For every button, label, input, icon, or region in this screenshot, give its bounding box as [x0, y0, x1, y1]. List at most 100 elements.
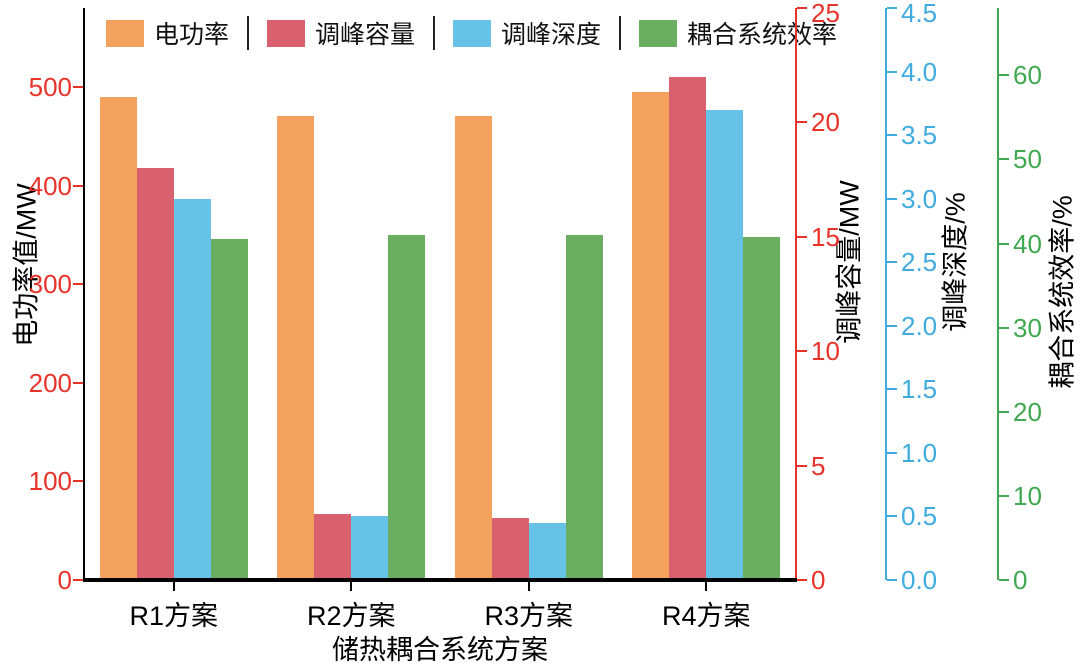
- x-tick-label: R3方案: [484, 601, 573, 631]
- right3-tick-label: 0: [1013, 565, 1028, 595]
- right1-tick-label: 5: [811, 450, 826, 481]
- right1-tick-mark: [797, 464, 807, 467]
- right2-tick-label: 3.0: [901, 183, 938, 214]
- left-tick-mark: [73, 283, 83, 286]
- right2-tick-label: 4.5: [901, 0, 938, 28]
- right2-tick-label: 1.0: [901, 437, 938, 468]
- legend-item: 调峰容量: [249, 16, 436, 50]
- right3-tick-mark: [999, 494, 1009, 497]
- x-tick-label: R2方案: [306, 601, 396, 631]
- legend-label: 调峰容量: [315, 21, 416, 49]
- right2-tick-mark: [887, 324, 897, 327]
- bar-right2-R1方案: [174, 199, 211, 580]
- right3-tick-mark: [999, 74, 1009, 77]
- y-axis-title-capacity: 调峰容量/MW: [834, 180, 865, 344]
- right3-tick-label: 50: [1013, 144, 1042, 175]
- x-tick-mark: [705, 582, 708, 591]
- right2-tick-mark: [887, 388, 897, 391]
- left-tick-label: 100: [28, 466, 72, 497]
- right1-tick-mark: [797, 350, 807, 353]
- right1-tick-label: 20: [811, 107, 840, 138]
- right1-tick-mark: [797, 579, 807, 581]
- legend-item: 耦合系统效率: [621, 16, 855, 50]
- bar-right1-R1方案: [137, 168, 174, 580]
- bar-right2-R4方案: [706, 110, 743, 580]
- right2-tick-mark: [887, 451, 897, 454]
- bar-right1-R4方案: [669, 77, 706, 580]
- bar-left-R2方案: [277, 116, 314, 580]
- right2-tick-mark: [887, 515, 897, 518]
- y-axis-title-depth: 调峰深度/%: [940, 192, 971, 332]
- right3-tick-mark: [999, 326, 1009, 329]
- right3-tick-label: 20: [1013, 396, 1042, 427]
- left-axis-spine: [83, 8, 85, 580]
- left-tick-mark: [73, 381, 83, 384]
- bar-right2-R2方案: [351, 516, 388, 580]
- y-axis-title-efficiency: 耦合系统效率/%: [1047, 195, 1078, 389]
- y-axis-title-power: 电功率值/MW: [11, 183, 42, 347]
- right3-tick-mark: [999, 242, 1009, 245]
- x-tick-label: R1方案: [129, 601, 218, 631]
- legend-item: 调峰深度: [435, 16, 622, 50]
- right1-tick-label: 10: [811, 336, 840, 367]
- legend-label: 电功率: [154, 21, 230, 49]
- bar-right2-R3方案: [529, 523, 566, 580]
- right1-tick-mark: [797, 235, 807, 238]
- left-tick-label: 300: [28, 269, 72, 300]
- legend-swatch: [639, 19, 678, 47]
- x-tick-mark: [172, 582, 175, 591]
- bar-right3-R1方案: [211, 239, 248, 580]
- right2-tick-mark: [887, 134, 897, 137]
- bar-right1-R3方案: [492, 518, 529, 580]
- right3-tick-label: 10: [1013, 480, 1042, 511]
- bar-right3-R2方案: [388, 235, 425, 580]
- bar-right1-R2方案: [314, 514, 351, 580]
- left-tick-mark: [73, 85, 83, 88]
- right2-tick-mark: [887, 70, 897, 73]
- legend-label: 调峰深度: [501, 21, 602, 49]
- bar-left-R3方案: [455, 116, 492, 580]
- right3-tick-mark: [999, 410, 1009, 413]
- x-tick-mark: [527, 582, 530, 591]
- x-tick-mark: [350, 582, 353, 591]
- left-tick-label: 400: [28, 170, 72, 201]
- left-tick-label: 0: [57, 565, 72, 595]
- bar-right3-R4方案: [743, 237, 780, 580]
- right2-tick-label: 3.5: [901, 120, 938, 151]
- legend-item: 电功率: [102, 16, 250, 50]
- right3-tick-label: 40: [1013, 228, 1042, 259]
- right2-tick-label: 0.5: [901, 501, 938, 532]
- right3-tick-mark: [999, 158, 1009, 161]
- right2-axis-spine: [885, 8, 887, 580]
- legend-label: 耦合系统效率: [687, 21, 838, 49]
- right1-axis-spine: [795, 8, 797, 580]
- bar-left-R4方案: [632, 92, 669, 580]
- right1-tick-mark: [797, 7, 807, 9]
- right2-tick-label: 2.5: [901, 247, 938, 278]
- right2-tick-mark: [887, 7, 897, 9]
- legend-swatch: [453, 19, 492, 47]
- left-tick-mark: [73, 184, 83, 187]
- right1-tick-label: 0: [811, 565, 826, 595]
- x-tick-label: R4方案: [661, 601, 751, 631]
- legend-swatch: [106, 19, 144, 47]
- legend-swatch: [267, 19, 306, 47]
- right3-tick-mark: [999, 579, 1009, 581]
- left-tick-mark: [73, 480, 83, 483]
- bar-right3-R3方案: [566, 235, 603, 580]
- right1-tick-mark: [797, 121, 807, 124]
- right3-axis-spine: [997, 8, 999, 580]
- right2-tick-label: 4.0: [901, 56, 938, 87]
- left-tick-mark: [73, 579, 83, 581]
- legend: 电功率 调峰容量 调峰深度 耦合系统效率: [102, 15, 855, 51]
- right2-tick-label: 2.0: [901, 310, 938, 341]
- right1-tick-label: 25: [811, 0, 840, 28]
- right3-tick-label: 30: [1013, 312, 1042, 343]
- right2-tick-mark: [887, 197, 897, 200]
- right2-tick-label: 1.5: [901, 374, 938, 405]
- right2-tick-mark: [887, 261, 897, 264]
- x-axis-spine: [83, 578, 797, 582]
- right3-tick-label: 60: [1013, 60, 1042, 91]
- right2-tick-label: 0.0: [901, 565, 938, 595]
